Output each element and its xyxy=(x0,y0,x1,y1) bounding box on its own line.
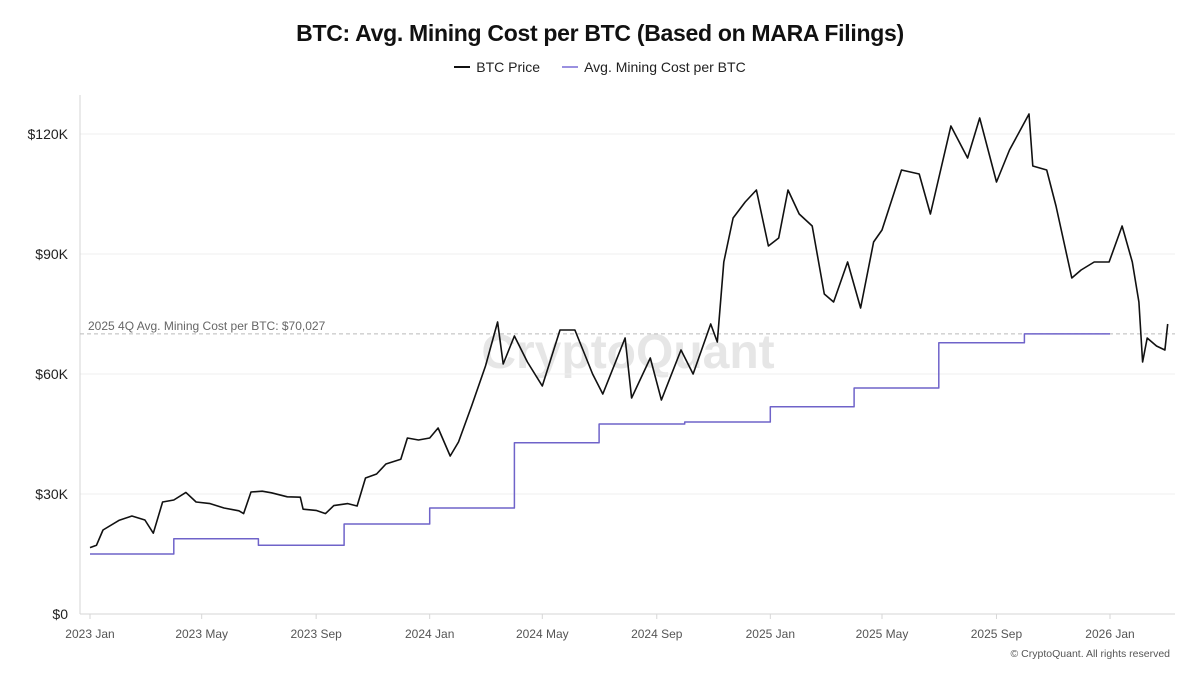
chart-title: BTC: Avg. Mining Cost per BTC (Based on … xyxy=(296,20,904,46)
y-tick-label: $60K xyxy=(35,366,68,382)
x-tick-label: 2025 May xyxy=(856,627,909,641)
y-tick-label: $120K xyxy=(28,126,69,142)
legend-swatch-btc-price xyxy=(454,66,471,68)
x-tick-label: 2023 Jan xyxy=(65,627,114,641)
legend-item-mining-cost[interactable]: Avg. Mining Cost per BTC xyxy=(562,59,746,75)
y-tick-label: $90K xyxy=(35,246,68,262)
y-tick-label: $30K xyxy=(35,486,68,502)
x-tick-label: 2023 May xyxy=(175,627,228,641)
copyright-footer: © CryptoQuant. All rights reserved xyxy=(1010,648,1170,660)
annotation-label: 2025 4Q Avg. Mining Cost per BTC: $70,02… xyxy=(88,319,326,333)
x-tick-label: 2024 May xyxy=(516,627,569,641)
series-line-mining-cost xyxy=(90,333,1110,555)
x-tick-label: 2026 Jan xyxy=(1085,627,1134,641)
y-tick-label: $0 xyxy=(52,606,68,622)
x-tick-label: 2024 Jan xyxy=(405,627,454,641)
series-line-btc-price xyxy=(89,113,1169,549)
legend-label: BTC Price xyxy=(476,59,541,75)
x-tick-label: 2025 Jan xyxy=(746,627,795,641)
x-tick-label: 2024 Sep xyxy=(631,627,683,641)
x-tick-label: 2023 Sep xyxy=(290,627,342,641)
x-tick-label: 2025 Sep xyxy=(971,627,1023,641)
legend: BTC Price Avg. Mining Cost per BTC xyxy=(0,59,1200,75)
legend-item-btc-price[interactable]: BTC Price xyxy=(454,59,540,75)
legend-swatch-mining-cost xyxy=(562,66,579,68)
legend-label: Avg. Mining Cost per BTC xyxy=(584,59,746,75)
